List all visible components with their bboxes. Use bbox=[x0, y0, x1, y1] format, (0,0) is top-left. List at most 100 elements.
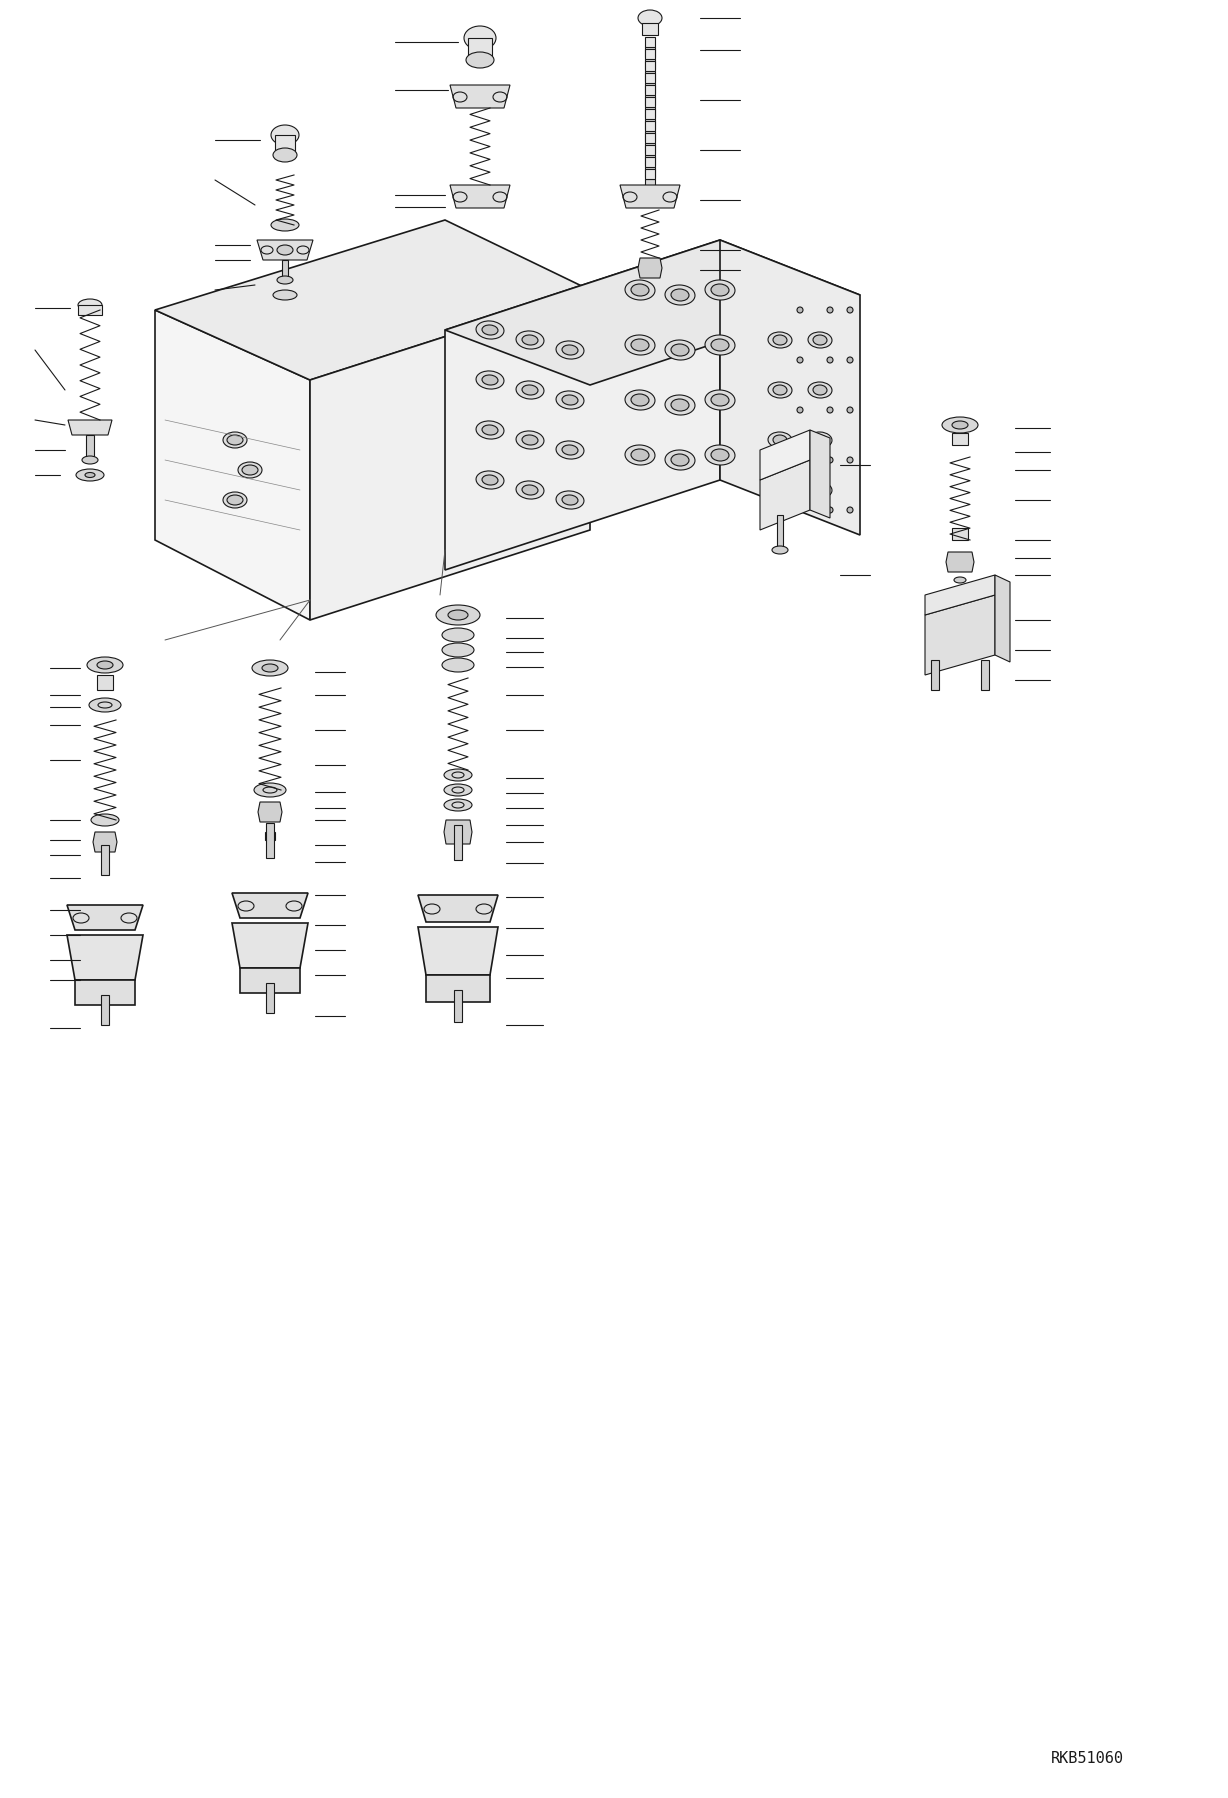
Ellipse shape bbox=[82, 457, 98, 464]
Bar bbox=[645, 85, 655, 95]
Polygon shape bbox=[760, 430, 810, 480]
Ellipse shape bbox=[556, 342, 585, 360]
Ellipse shape bbox=[464, 25, 496, 50]
Ellipse shape bbox=[772, 547, 788, 554]
Bar bbox=[645, 61, 655, 70]
Ellipse shape bbox=[942, 417, 977, 433]
Circle shape bbox=[826, 358, 833, 363]
Polygon shape bbox=[258, 802, 282, 822]
Ellipse shape bbox=[436, 604, 480, 626]
Circle shape bbox=[847, 307, 853, 313]
Ellipse shape bbox=[631, 394, 648, 406]
Ellipse shape bbox=[705, 334, 736, 354]
Ellipse shape bbox=[639, 11, 662, 25]
Polygon shape bbox=[449, 85, 510, 108]
Polygon shape bbox=[445, 820, 472, 843]
Ellipse shape bbox=[711, 394, 729, 406]
Bar bbox=[952, 433, 968, 444]
Bar bbox=[645, 144, 655, 153]
Ellipse shape bbox=[522, 435, 538, 446]
Bar bbox=[266, 823, 274, 858]
Ellipse shape bbox=[516, 381, 544, 399]
Ellipse shape bbox=[772, 485, 787, 494]
Bar bbox=[282, 261, 289, 280]
Polygon shape bbox=[639, 257, 662, 279]
Ellipse shape bbox=[768, 381, 792, 397]
Ellipse shape bbox=[705, 280, 736, 300]
Polygon shape bbox=[239, 967, 300, 992]
Ellipse shape bbox=[772, 385, 787, 396]
Ellipse shape bbox=[625, 390, 655, 410]
Ellipse shape bbox=[483, 325, 499, 334]
Ellipse shape bbox=[254, 782, 286, 797]
Polygon shape bbox=[93, 832, 117, 852]
Ellipse shape bbox=[483, 376, 499, 385]
Ellipse shape bbox=[670, 453, 689, 466]
Ellipse shape bbox=[516, 480, 544, 500]
Ellipse shape bbox=[516, 432, 544, 450]
Ellipse shape bbox=[476, 421, 503, 439]
Ellipse shape bbox=[813, 485, 826, 494]
Polygon shape bbox=[449, 185, 510, 209]
Ellipse shape bbox=[271, 126, 298, 146]
Polygon shape bbox=[995, 575, 1009, 662]
Circle shape bbox=[826, 307, 833, 313]
Ellipse shape bbox=[562, 345, 578, 354]
Bar bbox=[981, 660, 989, 690]
Polygon shape bbox=[418, 928, 499, 975]
Ellipse shape bbox=[625, 444, 655, 466]
Bar bbox=[97, 674, 113, 690]
Ellipse shape bbox=[631, 450, 648, 460]
Circle shape bbox=[826, 406, 833, 414]
Ellipse shape bbox=[954, 577, 966, 583]
Ellipse shape bbox=[952, 421, 968, 430]
Bar bbox=[777, 514, 783, 550]
Bar bbox=[645, 47, 655, 58]
Ellipse shape bbox=[522, 485, 538, 494]
Ellipse shape bbox=[625, 334, 655, 354]
Ellipse shape bbox=[711, 284, 729, 297]
Circle shape bbox=[797, 457, 803, 464]
Ellipse shape bbox=[711, 450, 729, 460]
Ellipse shape bbox=[252, 660, 289, 676]
Ellipse shape bbox=[465, 52, 494, 68]
Bar bbox=[645, 59, 655, 68]
Polygon shape bbox=[620, 185, 680, 209]
Bar bbox=[645, 156, 655, 167]
Ellipse shape bbox=[223, 432, 247, 448]
Ellipse shape bbox=[227, 435, 243, 444]
Ellipse shape bbox=[278, 245, 293, 255]
Ellipse shape bbox=[76, 469, 104, 482]
Bar bbox=[101, 994, 109, 1025]
Polygon shape bbox=[810, 430, 830, 518]
Ellipse shape bbox=[271, 219, 298, 230]
Polygon shape bbox=[232, 922, 308, 967]
Ellipse shape bbox=[768, 482, 792, 498]
Ellipse shape bbox=[631, 284, 648, 297]
Bar bbox=[645, 133, 655, 144]
Ellipse shape bbox=[556, 491, 585, 509]
Bar bbox=[645, 120, 655, 131]
Polygon shape bbox=[155, 309, 309, 620]
Circle shape bbox=[797, 358, 803, 363]
Ellipse shape bbox=[88, 698, 122, 712]
Ellipse shape bbox=[670, 399, 689, 412]
Bar bbox=[454, 991, 462, 1021]
Bar bbox=[645, 83, 655, 93]
Bar bbox=[645, 108, 655, 117]
Ellipse shape bbox=[223, 493, 247, 509]
Ellipse shape bbox=[278, 277, 293, 284]
Polygon shape bbox=[68, 935, 142, 980]
Circle shape bbox=[797, 507, 803, 512]
Bar bbox=[645, 97, 655, 108]
Ellipse shape bbox=[670, 343, 689, 356]
Ellipse shape bbox=[262, 663, 278, 672]
Bar bbox=[266, 984, 274, 1012]
Polygon shape bbox=[445, 239, 720, 570]
Ellipse shape bbox=[772, 334, 787, 345]
Ellipse shape bbox=[711, 340, 729, 351]
Ellipse shape bbox=[522, 334, 538, 345]
Bar bbox=[645, 38, 655, 47]
Text: RKB51060: RKB51060 bbox=[1051, 1751, 1124, 1766]
Bar bbox=[931, 660, 939, 690]
